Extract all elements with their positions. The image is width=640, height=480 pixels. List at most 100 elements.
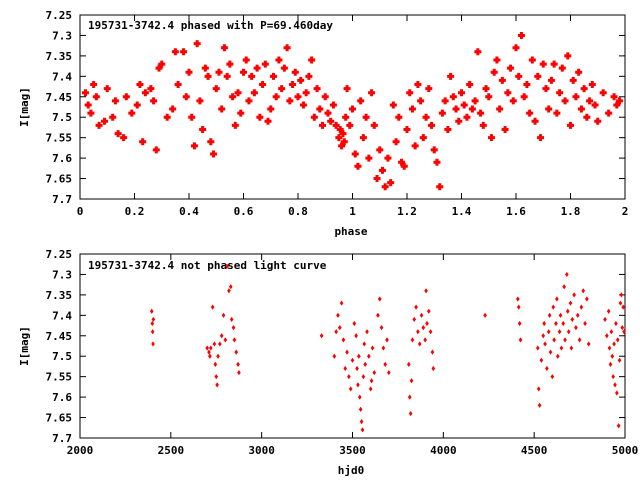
- data-point: [229, 316, 234, 323]
- data-point: [305, 72, 313, 80]
- data-point: [377, 296, 382, 302]
- data-point: [425, 85, 433, 93]
- data-point: [136, 81, 144, 89]
- data-point: [563, 337, 567, 343]
- data-point: [232, 337, 237, 343]
- data-point: [441, 97, 449, 105]
- data-point: [337, 325, 342, 331]
- data-point: [498, 76, 506, 84]
- data-point: [250, 89, 258, 97]
- data-point: [430, 146, 438, 154]
- data-point: [356, 382, 360, 388]
- data-point: [482, 85, 490, 93]
- data-point: [414, 81, 422, 89]
- data-point: [150, 329, 155, 335]
- data-point: [599, 89, 607, 97]
- data-point: [398, 158, 406, 166]
- data-point: [185, 68, 193, 76]
- data-point: [368, 89, 376, 97]
- data-point: [81, 89, 89, 97]
- data-point: [577, 105, 585, 113]
- data-point: [410, 337, 415, 343]
- data-point: [554, 320, 558, 327]
- data-point: [199, 125, 207, 133]
- data-point: [229, 93, 237, 101]
- data-point: [574, 325, 578, 331]
- data-point: [400, 162, 408, 170]
- data-point: [516, 296, 520, 302]
- unphased-y-tick-label: 7.55: [46, 371, 73, 384]
- data-point: [483, 312, 487, 318]
- data-point: [427, 308, 431, 314]
- data-point: [558, 312, 563, 318]
- unphased-y-axis-label: I[mag]: [18, 326, 31, 366]
- data-point: [240, 68, 247, 76]
- data-point: [209, 345, 213, 351]
- data-point: [336, 125, 344, 133]
- data-point: [336, 312, 340, 318]
- data-point: [359, 419, 364, 425]
- data-point: [616, 97, 624, 105]
- data-point: [566, 329, 571, 335]
- data-point: [231, 121, 239, 129]
- data-point: [605, 333, 609, 339]
- unphased-x-tick-label: 4000: [430, 444, 457, 457]
- phased-y-tick-label: 7.6: [52, 152, 72, 165]
- data-point: [327, 117, 335, 125]
- data-point: [612, 341, 616, 347]
- data-point: [150, 320, 155, 327]
- data-point: [408, 105, 416, 113]
- data-point: [90, 81, 98, 89]
- data-point: [201, 64, 209, 72]
- data-point: [363, 361, 368, 367]
- phased-y-tick-label: 7.7: [52, 193, 72, 206]
- data-point: [332, 353, 337, 359]
- data-point: [346, 121, 354, 129]
- data-point: [345, 349, 349, 355]
- data-point: [411, 142, 419, 150]
- data-point: [385, 337, 389, 343]
- data-point: [283, 44, 291, 52]
- data-point: [226, 60, 234, 68]
- unphased-y-tick-label: 7.45: [46, 330, 73, 343]
- data-point: [541, 333, 546, 339]
- data-point: [536, 386, 541, 392]
- data-point: [605, 109, 613, 117]
- data-point: [205, 345, 209, 351]
- data-point: [575, 68, 583, 76]
- data-point: [360, 427, 365, 433]
- data-point: [122, 93, 130, 101]
- data-point: [526, 109, 534, 117]
- data-point: [588, 81, 596, 89]
- data-point: [565, 308, 570, 314]
- data-point: [620, 325, 625, 331]
- data-point: [585, 296, 589, 302]
- data-point: [350, 357, 355, 363]
- data-point: [338, 142, 346, 150]
- data-point: [372, 369, 377, 376]
- data-point: [319, 333, 324, 339]
- data-point: [611, 374, 615, 380]
- data-point: [517, 320, 522, 327]
- data-point: [319, 121, 327, 129]
- unphased-plot-title: 195731-3742.4 not phased light curve: [88, 259, 327, 272]
- data-point: [343, 85, 351, 93]
- data-point: [316, 105, 324, 113]
- data-point: [583, 113, 591, 121]
- data-point: [545, 105, 553, 113]
- data-point: [586, 97, 594, 105]
- unphased-plot-frame: [79, 253, 626, 439]
- data-point: [182, 93, 190, 101]
- data-point: [423, 337, 427, 343]
- data-point: [551, 304, 556, 310]
- data-point: [564, 52, 572, 60]
- data-point: [171, 48, 179, 56]
- data-point: [452, 105, 460, 113]
- data-point: [218, 341, 222, 347]
- phased-y-axis-label: I[mag]: [18, 87, 31, 127]
- unphased-y-tick-label: 7.5: [52, 350, 72, 363]
- data-point: [373, 175, 381, 183]
- data-point: [447, 72, 455, 80]
- data-point: [207, 138, 215, 146]
